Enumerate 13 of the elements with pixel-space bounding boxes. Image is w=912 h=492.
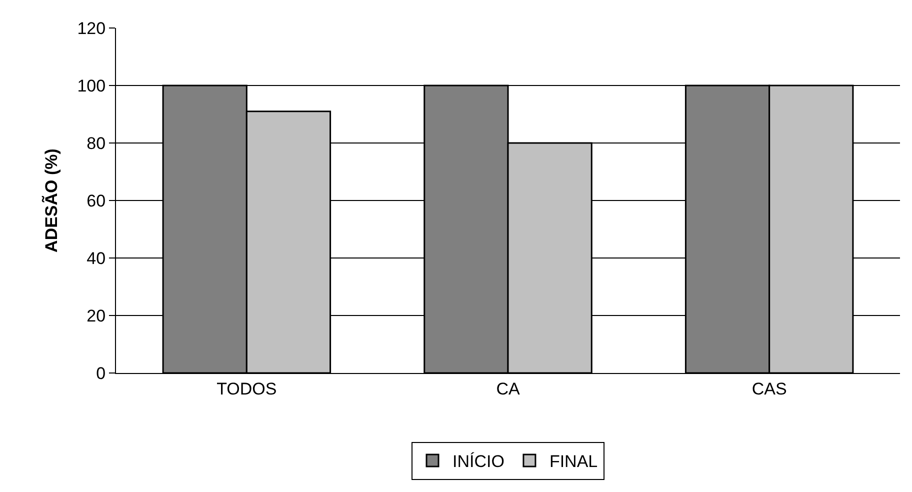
y-tick-label: 60: [86, 191, 106, 210]
y-tick-label: 100: [77, 76, 106, 96]
x-tick-label: CAS: [752, 379, 787, 398]
legend-label: FINAL: [549, 452, 598, 472]
y-tick-label: 0: [96, 364, 106, 383]
y-axis-title: ADESÃO (%): [40, 148, 61, 252]
legend-label: INÍCIO: [452, 452, 504, 472]
y-tick-label: 120: [77, 18, 106, 38]
y-tick-label: 40: [86, 248, 106, 268]
y-tick-label: 20: [86, 306, 106, 326]
x-tick-label: CA: [496, 379, 520, 398]
y-tick-label: 80: [86, 134, 106, 153]
x-tick-label: TODOS: [216, 379, 277, 398]
